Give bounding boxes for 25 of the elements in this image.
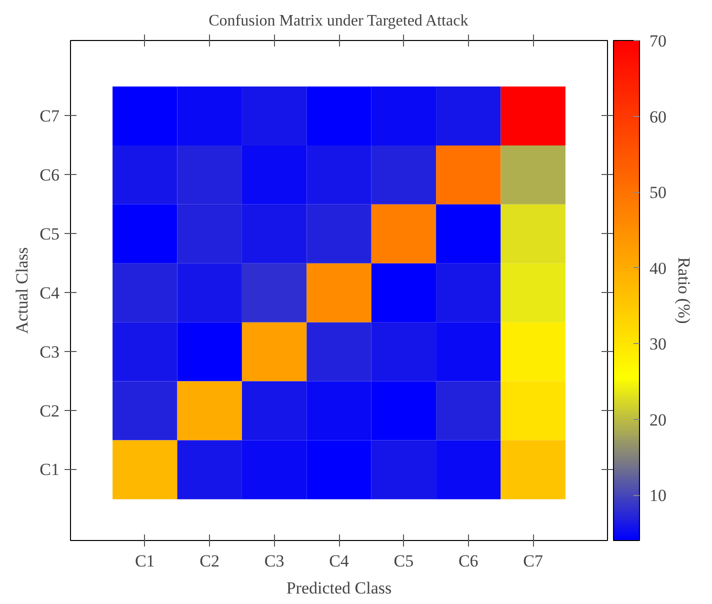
y-tick-label: C3: [40, 342, 60, 362]
y-tick-label: C4: [40, 283, 60, 302]
x-tick-label: C1: [134, 552, 155, 570]
x-tick-label: C2: [200, 552, 220, 570]
color-bar-title: Ratio (%): [674, 257, 694, 324]
color-bar-label: 10: [650, 486, 666, 506]
y-tick-label: C1: [40, 460, 60, 480]
y-axis-title: Actual Class: [12, 247, 32, 334]
y-tick-label: C5: [40, 224, 60, 244]
x-tick-label: C4: [329, 552, 350, 570]
x-axis-title: Predicted Class: [286, 578, 392, 598]
y-tick-label: C2: [40, 401, 60, 420]
x-tick-label: C3: [264, 552, 284, 570]
color-bar-label: 20: [650, 410, 666, 430]
y-tick-label: C7: [40, 106, 60, 126]
color-bar-label: 40: [650, 258, 666, 278]
x-tick-label: C5: [394, 552, 414, 570]
x-tick-label: C7: [523, 552, 544, 570]
x-tick-label: C6: [458, 552, 478, 570]
color-bar-label: 70: [650, 32, 666, 50]
y-tick-label: C6: [40, 165, 60, 184]
color-bar-label: 60: [650, 107, 666, 126]
chart-title: Confusion Matrix under Targeted Attack: [208, 12, 468, 30]
color-bar-label: 30: [650, 334, 666, 354]
color-bar-label: 50: [650, 183, 666, 202]
